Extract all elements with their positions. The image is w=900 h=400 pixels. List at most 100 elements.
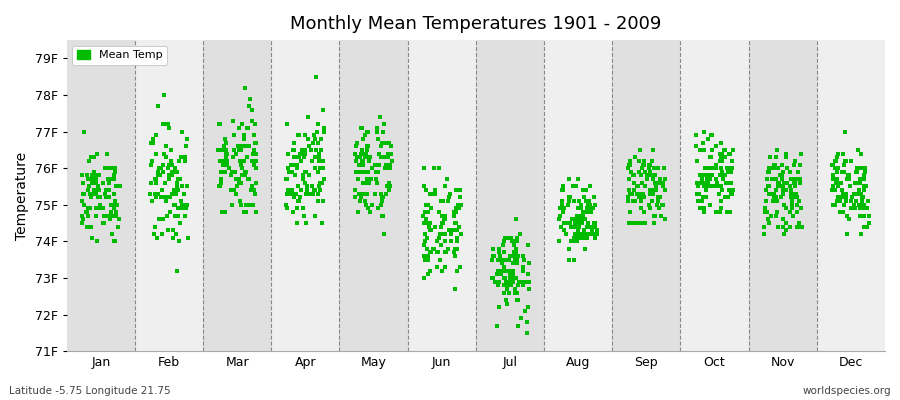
Point (771, 180, 786, 186)
Point (634, 220, 648, 226)
Point (172, 238, 186, 244)
Point (86, 234, 100, 241)
Point (349, 139, 364, 146)
Point (630, 220, 644, 226)
Point (152, 165, 166, 171)
Point (145, 198, 159, 204)
Point (506, 278, 520, 285)
Point (504, 282, 518, 288)
Point (561, 202, 575, 208)
Point (572, 231, 587, 237)
Point (242, 202, 256, 208)
Point (85, 176, 99, 182)
Point (312, 158, 327, 164)
Point (238, 169, 252, 175)
Point (775, 176, 789, 182)
Point (724, 180, 738, 186)
Point (450, 246, 464, 252)
Point (760, 176, 774, 182)
Point (766, 165, 780, 171)
Point (853, 205, 868, 212)
Point (578, 216, 592, 223)
Point (103, 180, 117, 186)
Point (378, 165, 392, 171)
Point (106, 238, 121, 244)
Point (93, 194, 107, 201)
Point (787, 180, 801, 186)
Point (579, 209, 593, 215)
Point (215, 161, 230, 168)
Point (238, 169, 253, 175)
Point (213, 147, 228, 153)
Point (161, 165, 176, 171)
Point (374, 212, 389, 219)
Point (98, 187, 112, 193)
Point (428, 224, 443, 230)
Point (360, 190, 374, 197)
Point (512, 278, 526, 285)
Point (295, 147, 310, 153)
Point (231, 143, 246, 150)
Point (437, 212, 452, 219)
Point (849, 169, 863, 175)
Point (511, 322, 526, 329)
Point (568, 234, 582, 241)
Point (356, 161, 371, 168)
Point (298, 169, 312, 175)
Point (857, 224, 871, 230)
Point (93, 205, 107, 212)
Point (146, 136, 160, 142)
Point (507, 249, 521, 256)
Point (434, 242, 448, 248)
Point (375, 198, 390, 204)
Point (584, 224, 598, 230)
Point (437, 216, 452, 223)
Point (375, 128, 390, 135)
Point (571, 220, 585, 226)
Point (649, 187, 663, 193)
Point (785, 202, 799, 208)
Point (75, 172, 89, 179)
Point (500, 300, 514, 307)
Point (769, 212, 783, 219)
Point (553, 212, 567, 219)
Point (696, 180, 710, 186)
Point (104, 165, 118, 171)
Point (642, 161, 656, 168)
Point (714, 183, 728, 190)
Point (858, 169, 872, 175)
Point (839, 158, 853, 164)
Point (291, 183, 305, 190)
Point (237, 209, 251, 215)
Point (97, 220, 112, 226)
Point (785, 198, 799, 204)
Point (439, 249, 454, 256)
Point (90, 238, 104, 244)
Point (162, 161, 176, 168)
Point (298, 147, 312, 153)
Point (228, 169, 242, 175)
Point (720, 165, 734, 171)
Point (570, 238, 584, 244)
Point (174, 154, 188, 160)
Point (380, 161, 394, 168)
Point (357, 169, 372, 175)
Point (794, 150, 808, 157)
Point (248, 150, 263, 157)
Point (156, 161, 170, 168)
Point (430, 238, 445, 244)
Point (107, 190, 122, 197)
Point (213, 183, 228, 190)
Point (235, 165, 249, 171)
Point (448, 227, 463, 234)
Point (579, 231, 593, 237)
Point (247, 187, 261, 193)
Point (695, 172, 709, 179)
Point (721, 209, 735, 215)
Point (159, 212, 174, 219)
Point (86, 187, 101, 193)
Point (638, 220, 652, 226)
Point (448, 246, 463, 252)
Point (581, 205, 596, 212)
Point (626, 172, 641, 179)
